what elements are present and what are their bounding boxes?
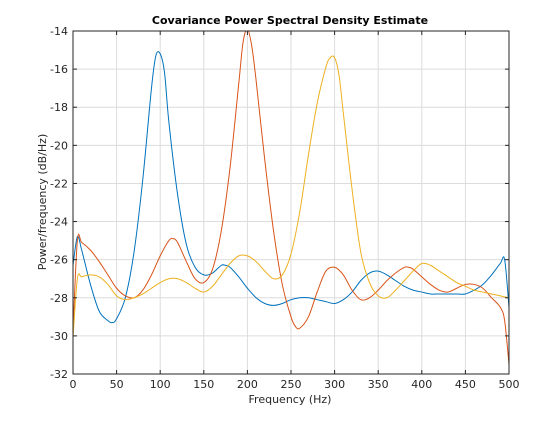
y-tick-label: -16	[50, 63, 68, 76]
ticks	[72, 30, 510, 375]
x-tick-label: 500	[499, 378, 520, 391]
y-tick-label: -32	[50, 368, 68, 381]
x-tick-label: 450	[455, 378, 476, 391]
x-tick-label: 200	[237, 378, 258, 391]
x-tick-label: 0	[70, 378, 77, 391]
y-tick-label: -20	[50, 139, 68, 152]
y-tick-label: -22	[50, 177, 68, 190]
y-tick-label: -18	[50, 101, 68, 114]
x-tick-label: 250	[281, 378, 302, 391]
series-line-2	[73, 31, 509, 365]
y-tick-label: -24	[50, 216, 68, 229]
y-axis-label: Power/frequency (dB/Hz)	[36, 134, 49, 271]
tick-labels: 0 50 100 150 200 250 300 350 400 450 500 -32 -30 -28 -…	[50, 25, 519, 391]
series-line-1	[73, 51, 509, 324]
y-tick-label: -14	[50, 25, 68, 38]
x-tick-label: 100	[150, 378, 171, 391]
x-tick-label: 350	[368, 378, 389, 391]
y-tick-label: -28	[50, 292, 68, 305]
x-tick-label: 400	[411, 378, 432, 391]
y-tick-label: -30	[50, 330, 68, 343]
y-tick-label: -26	[50, 254, 68, 267]
series-line-3	[73, 55, 509, 338]
x-tick-label: 300	[324, 378, 345, 391]
chart-title: Covariance Power Spectral Density Estima…	[152, 14, 428, 27]
x-tick-label: 50	[110, 378, 124, 391]
x-tick-label: 150	[193, 378, 214, 391]
series-group	[73, 31, 509, 365]
x-axis-label: Frequency (Hz)	[249, 393, 332, 406]
